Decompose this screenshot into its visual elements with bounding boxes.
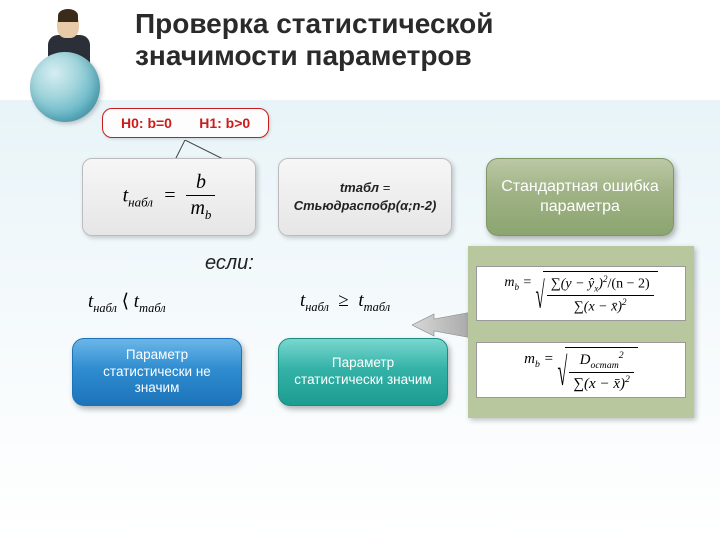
h1-label: Н1: b>0 <box>199 115 250 131</box>
connector-line <box>175 140 235 160</box>
t-nabl-formula-box: tнабл = b mb <box>82 158 256 236</box>
arrow-icon <box>412 310 472 340</box>
mb-formula-1: mb = √ ∑(y − ŷx)2/(n − 2) ∑(x − x̄)2 <box>476 266 686 320</box>
if-label: если: <box>205 252 254 275</box>
title-line2: значимости параметров <box>135 40 472 71</box>
avatar <box>20 12 115 122</box>
t-tabl-box: tтабл = Стьюдраспобр(α;n-2) <box>278 158 452 236</box>
compare-ge: tнабл ≥ tтабл <box>300 290 390 315</box>
compare-less: tнабл ⟨ tтабл <box>88 290 166 316</box>
standard-error-panel: mb = √ ∑(y − ŷx)2/(n − 2) ∑(x − x̄)2 mb … <box>468 246 694 418</box>
page-title: Проверка статистической значимости парам… <box>135 8 494 72</box>
title-line1: Проверка статистической <box>135 8 494 39</box>
hypotheses-box: Н0: b=0 Н1: b>0 <box>102 108 269 138</box>
not-significant-pill: Параметр статистически не значим <box>72 338 242 406</box>
standard-error-pill: Стандартная ошибка параметра <box>486 158 674 236</box>
significant-pill: Параметр статистически значим <box>278 338 448 406</box>
h0-label: Н0: b=0 <box>121 115 172 131</box>
globe-icon <box>30 52 100 122</box>
mb-formula-2: mb = √ Dостат2 ∑(x − x̄)2 <box>476 342 686 398</box>
